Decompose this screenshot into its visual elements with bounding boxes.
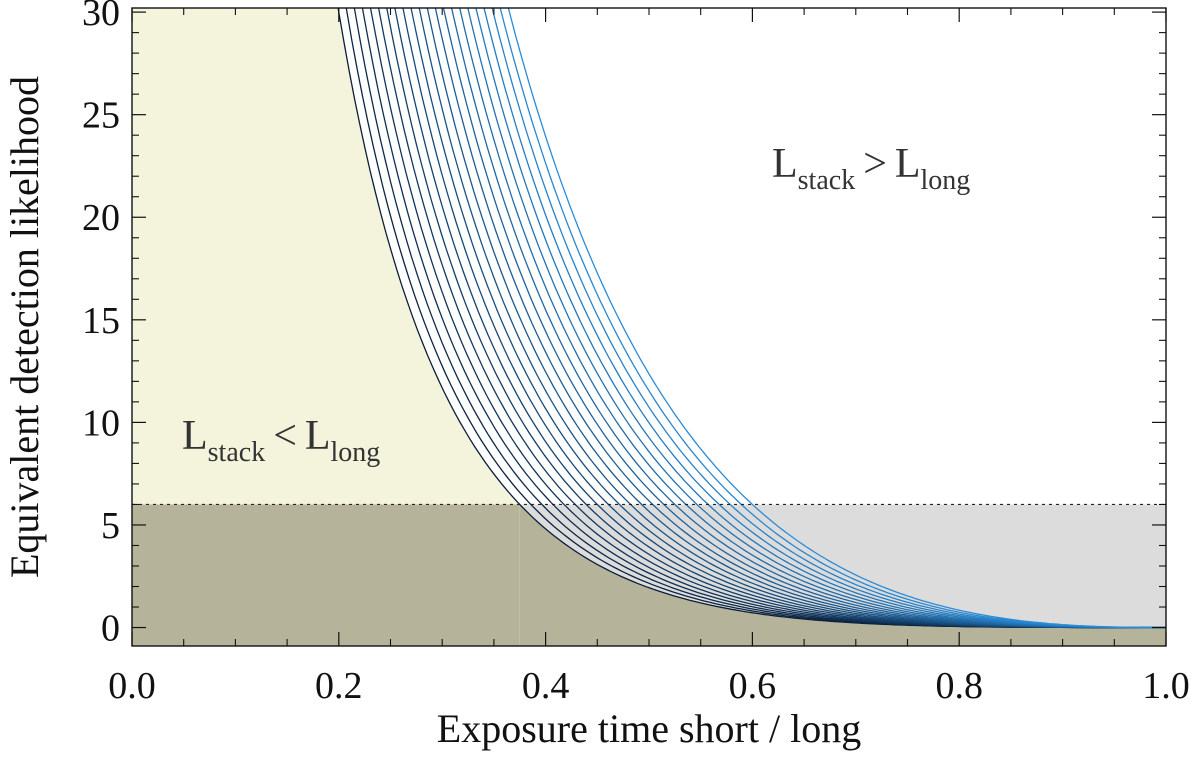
annot-left-sub: stack — [208, 437, 266, 468]
y-tick-label: 20 — [82, 197, 120, 239]
x-tick-label: 0.8 — [935, 665, 983, 707]
x-tick-label: 0.0 — [108, 665, 156, 707]
axis-ticks — [131, 8, 1167, 646]
annot-right-sub: stack — [798, 165, 856, 196]
y-tick-label: 10 — [82, 402, 120, 444]
region-shading — [132, 8, 1166, 646]
y-axis-label: Equivalent detection likelihood — [2, 76, 47, 578]
y-tick-label: 0 — [101, 608, 120, 650]
y-tick-label: 25 — [82, 95, 120, 137]
annot-left-sub2: long — [331, 437, 381, 468]
annot-right-base2: L — [895, 141, 921, 187]
curve-family — [337, 8, 1166, 629]
tick-labels: 0.0 0.2 0.4 0.6 0.8 1.0 0 5 10 15 20 25 30 — [82, 0, 1190, 707]
annot-right-op: > — [863, 141, 887, 187]
annotation-stack-less-than-long: Lstack < Llong — [182, 413, 380, 468]
y-tick-label: 5 — [101, 505, 120, 547]
y-tick-label: 30 — [82, 0, 120, 34]
annotation-stack-greater-than-long: Lstack > Llong — [772, 141, 970, 196]
annot-left-base: L — [182, 413, 208, 459]
x-tick-label: 0.2 — [315, 665, 363, 707]
region-left-below-threshold — [132, 504, 520, 646]
annot-left-base2: L — [305, 413, 331, 459]
y-tick-label: 15 — [82, 300, 120, 342]
x-axis-label: Exposure time short / long — [437, 706, 861, 751]
curve-line-22 — [507, 8, 1166, 629]
x-tick-label: 0.4 — [522, 665, 570, 707]
x-tick-label: 0.6 — [729, 665, 777, 707]
annot-right-base: L — [772, 141, 798, 187]
annot-right-sub2: long — [921, 165, 971, 196]
region-left-above-threshold — [132, 8, 520, 505]
annot-left-op: < — [273, 413, 297, 459]
region-under-curve-below-threshold — [519, 504, 1166, 646]
x-tick-label: 1.0 — [1142, 665, 1190, 707]
